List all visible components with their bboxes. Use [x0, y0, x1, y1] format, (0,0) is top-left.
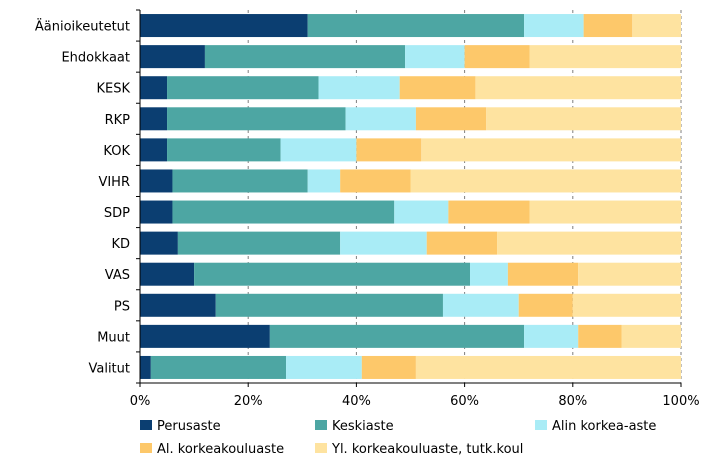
bar-segment [286, 355, 362, 379]
category-label: Äänioikeutetut [35, 19, 130, 35]
bar-segment [442, 293, 519, 317]
legend-label: Perusaste [157, 419, 221, 434]
category-label: VIHR [98, 175, 130, 190]
category-label: KD [111, 237, 130, 252]
bar-segment [140, 262, 195, 286]
category-label: PS [114, 299, 130, 314]
bar-segment [632, 14, 681, 38]
bar-segment [140, 138, 168, 162]
bar-segment [140, 14, 308, 38]
bar-segment [621, 324, 681, 348]
bar-segment [307, 169, 341, 193]
bar-segment [345, 107, 416, 131]
bar-segment [410, 169, 681, 193]
category-label: Muut [97, 330, 130, 345]
bar-segment [464, 45, 530, 69]
bar-segment [415, 107, 487, 131]
bar-segment [356, 138, 422, 162]
bar-segment [486, 107, 681, 131]
bar-segment [426, 231, 498, 255]
bar-segment [177, 231, 341, 255]
bar-segment [140, 293, 216, 317]
legend-label: Al. korkeakouluaste [157, 442, 284, 457]
category-label: KESK [96, 82, 130, 97]
x-tick-label: 20% [234, 394, 263, 409]
category-label: VAS [105, 268, 130, 283]
bar-segment [140, 324, 270, 348]
bar-segment [497, 231, 681, 255]
bar-segment [140, 76, 168, 100]
x-tick-label: 100% [662, 394, 699, 409]
bar-segment [172, 169, 308, 193]
bar-segment [340, 231, 427, 255]
bar-segment [394, 200, 449, 224]
bar-segment [470, 262, 508, 286]
category-label: Valitut [88, 361, 130, 376]
legend-swatch [535, 420, 547, 430]
legend-label: Keskiaste [332, 419, 394, 434]
bar-segment [167, 138, 281, 162]
bar-segment [583, 14, 633, 38]
bar-segment [280, 138, 357, 162]
bar-segment [361, 355, 416, 379]
bar-segment [578, 262, 681, 286]
x-tick-label: 60% [450, 394, 479, 409]
bar-segment [269, 324, 525, 348]
bar-segment [524, 14, 584, 38]
bar-segment [421, 138, 681, 162]
bar-segment [215, 293, 443, 317]
bar-segment [194, 262, 471, 286]
bar-segment [448, 200, 530, 224]
bar-segment [140, 107, 168, 131]
bar-segment [405, 45, 465, 69]
legend-label: Alin korkea-aste [552, 419, 656, 434]
bar-segment [507, 262, 579, 286]
bar-segment [140, 355, 151, 379]
bar-segment [475, 76, 681, 100]
bar-segment [318, 76, 400, 100]
bars-layer [140, 14, 681, 379]
legend-swatch [140, 420, 152, 430]
bar-segment [415, 355, 681, 379]
legend: Perusaste Keskiaste Alin korkea-aste Al. ko… [140, 419, 656, 457]
legend-swatch [315, 443, 327, 453]
bar-segment [399, 76, 476, 100]
category-label: RKP [105, 113, 131, 128]
bar-segment [150, 355, 287, 379]
x-tick-label: 0% [130, 394, 151, 409]
bar-segment [578, 324, 622, 348]
category-label: SDP [104, 206, 130, 221]
x-tick-label: 40% [342, 394, 371, 409]
axis-layer: Äänioikeutetut Ehdokkaat KESK RKP KOK VIHR SDP… [35, 9, 700, 409]
bar-segment [204, 45, 406, 69]
legend-swatch [140, 443, 152, 453]
bar-segment [172, 200, 395, 224]
bar-segment [529, 45, 681, 69]
legend-label: Yl. korkeakouluaste, tutk.koul [331, 442, 523, 457]
bar-segment [140, 45, 205, 69]
bar-segment [140, 231, 178, 255]
bar-segment [340, 169, 411, 193]
bar-segment [167, 107, 346, 131]
bar-segment [529, 200, 681, 224]
bar-segment [140, 200, 173, 224]
bar-segment [572, 293, 681, 317]
bar-segment [518, 293, 573, 317]
bar-segment [524, 324, 579, 348]
grid-layer [247, 10, 682, 383]
category-label: KOK [103, 144, 130, 159]
bar-segment [307, 14, 525, 38]
bar-segment [167, 76, 319, 100]
bar-segment [140, 169, 173, 193]
x-tick-label: 80% [558, 394, 587, 409]
legend-swatch [315, 420, 327, 430]
category-label: Ehdokkaat [61, 51, 130, 66]
